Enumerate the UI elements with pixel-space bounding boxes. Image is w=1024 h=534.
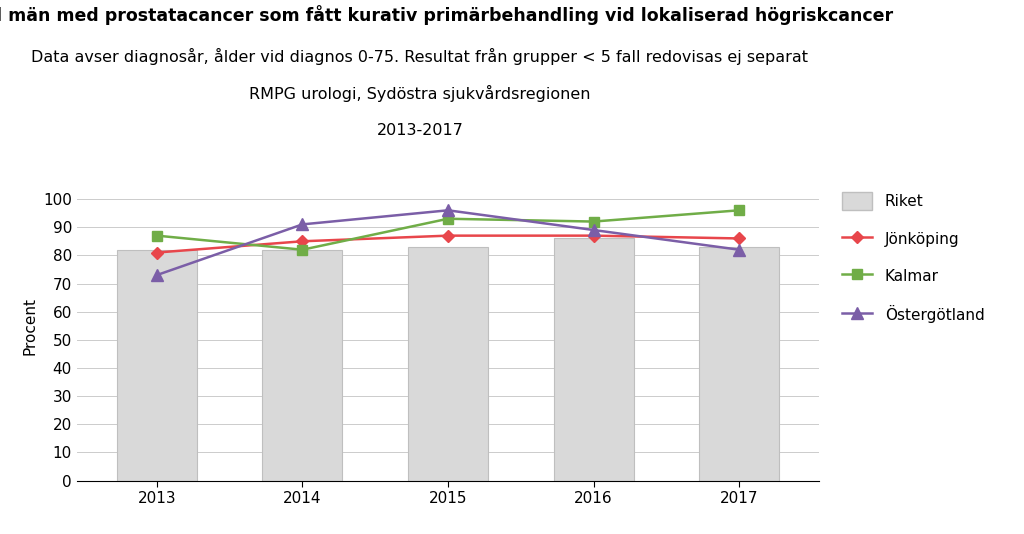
- Text: RMPG urologi, Sydöstra sjukvårdsregionen: RMPG urologi, Sydöstra sjukvårdsregionen: [249, 85, 591, 103]
- Bar: [699, 247, 779, 481]
- Text: 2013-2017: 2013-2017: [377, 123, 463, 138]
- Bar: [117, 250, 197, 481]
- Bar: [408, 247, 488, 481]
- Bar: [554, 239, 634, 481]
- Bar: [262, 250, 342, 481]
- Legend: Riket, Jönköping, Kalmar, Östergötland: Riket, Jönköping, Kalmar, Östergötland: [835, 185, 992, 331]
- Text: Data avser diagnosår, ålder vid diagnos 0-75. Resultat från grupper < 5 fall red: Data avser diagnosår, ålder vid diagnos …: [32, 48, 808, 65]
- Y-axis label: Procent: Procent: [23, 297, 38, 355]
- Text: Andel män med prostatacancer som fått kurativ primärbehandling vid lokaliserad h: Andel män med prostatacancer som fått ku…: [0, 5, 893, 25]
